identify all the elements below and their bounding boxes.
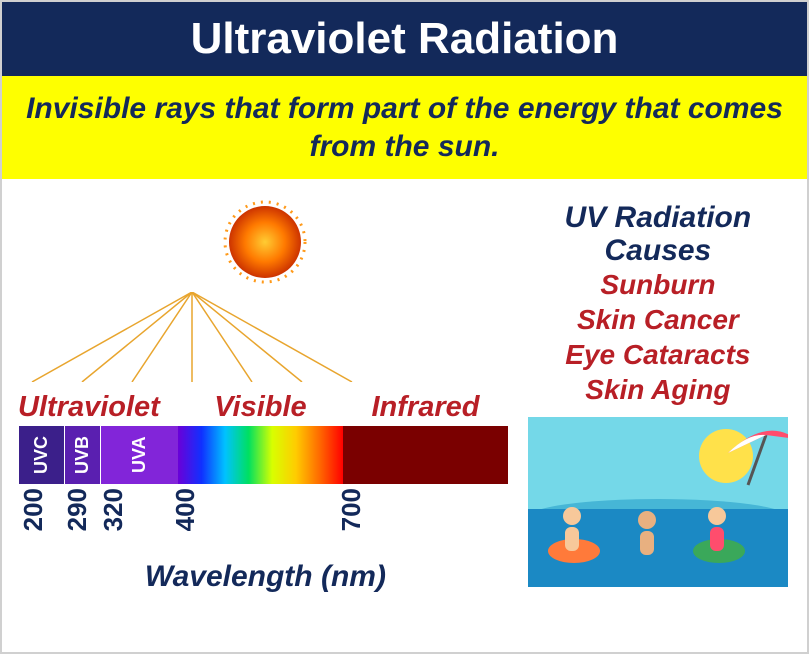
- uv-band-uva: UVA: [100, 426, 178, 484]
- x-axis-label: Wavelength (nm): [12, 560, 519, 594]
- uv-band-uvc: UVC: [18, 426, 64, 484]
- causes-heading: UV Radiation Causes: [519, 201, 797, 267]
- causes-title-line2: Causes: [605, 234, 712, 267]
- cause-skin-aging: Skin Aging: [519, 372, 797, 407]
- spectrum-diagram: Ultraviolet Visible Infrared UVC UVB UVA…: [12, 187, 519, 594]
- tick-700: 700: [336, 488, 367, 531]
- cause-sunburn: Sunburn: [519, 267, 797, 302]
- region-infrared: Infrared: [343, 391, 508, 424]
- cause-skin-cancer: Skin Cancer: [519, 302, 797, 337]
- umbrella-icon: [708, 427, 788, 487]
- spectrum-bar: UVC UVB UVA: [18, 426, 508, 484]
- wavelength-ticks: 200 290 320 400 700: [18, 484, 513, 554]
- sun-rays: [12, 292, 372, 382]
- effects-panel: UV Radiation Causes Sunburn Skin Cancer …: [519, 187, 797, 594]
- cause-eye-cataracts: Eye Cataracts: [519, 337, 797, 372]
- tick-290: 290: [62, 488, 93, 531]
- causes-title-line1: UV Radiation: [565, 201, 752, 234]
- uv-band-uvb: UVB: [64, 426, 100, 484]
- person-icon: [703, 507, 731, 557]
- infrared-band: [343, 426, 508, 484]
- definition-banner: Invisible rays that form part of the ene…: [2, 76, 807, 179]
- region-visible: Visible: [178, 391, 343, 424]
- person-icon: [558, 507, 586, 557]
- visible-spectrum: [178, 426, 343, 484]
- region-ultraviolet: Ultraviolet: [18, 391, 178, 424]
- sun-icon: [12, 197, 519, 292]
- tick-400: 400: [170, 488, 201, 531]
- person-icon: [633, 511, 661, 561]
- beach-illustration: [528, 417, 788, 587]
- tick-320: 320: [98, 488, 129, 531]
- title-banner: Ultraviolet Radiation: [2, 2, 807, 76]
- page-title: Ultraviolet Radiation: [2, 14, 807, 64]
- tick-200: 200: [18, 488, 49, 531]
- region-labels: Ultraviolet Visible Infrared: [12, 391, 519, 424]
- main-content: Ultraviolet Visible Infrared UVC UVB UVA…: [2, 179, 807, 594]
